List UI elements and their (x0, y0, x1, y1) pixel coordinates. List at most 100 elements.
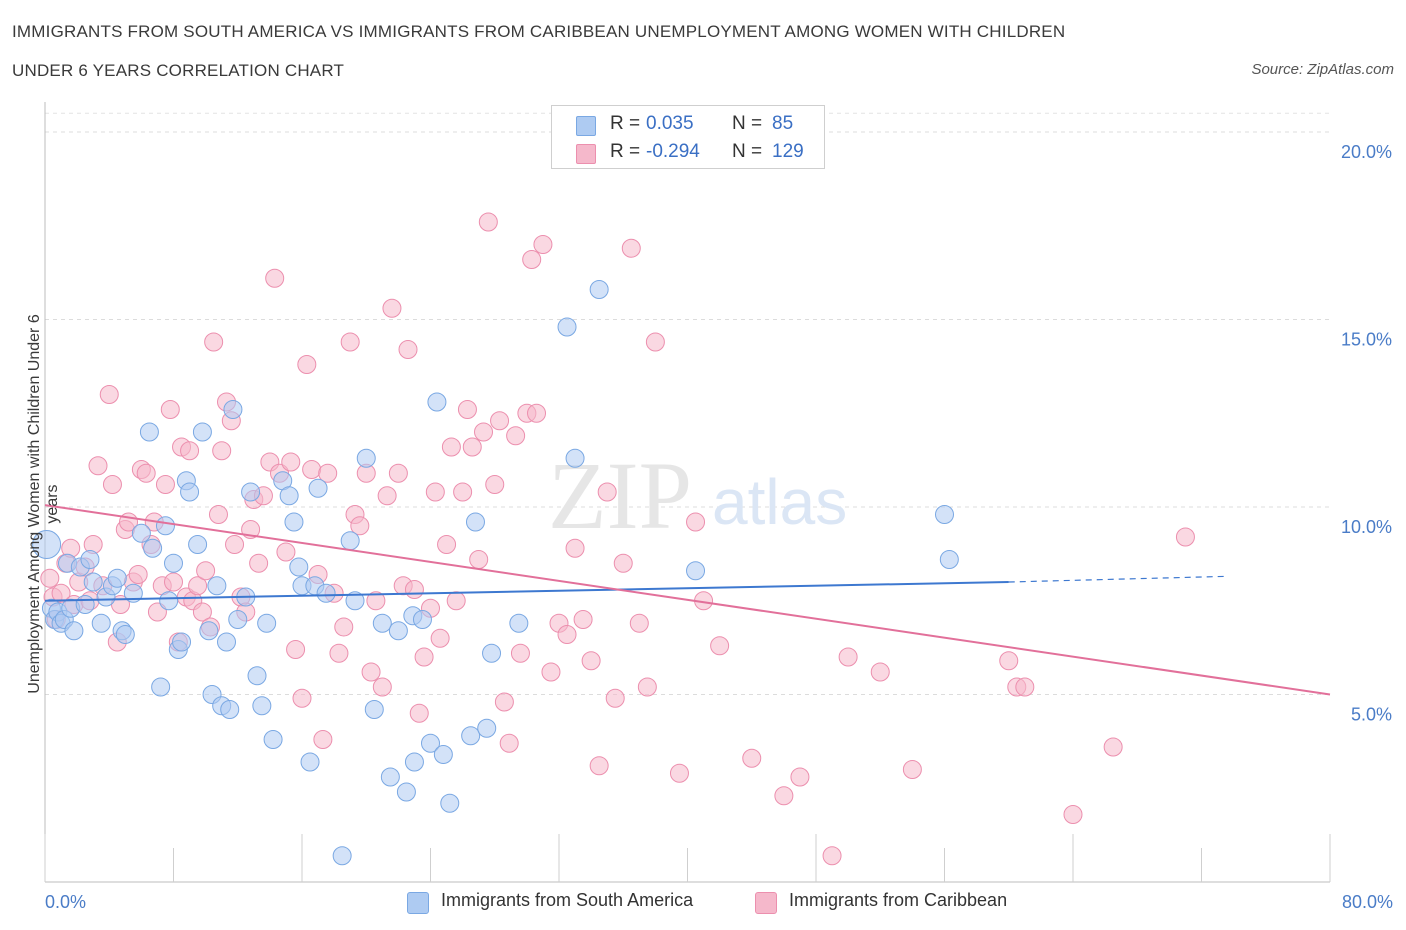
point-south-america (91, 613, 111, 633)
point-south-america (172, 632, 192, 652)
point-south-america (159, 591, 179, 611)
point-caribbean (605, 688, 625, 708)
point-south-america (316, 583, 336, 603)
point-caribbean (453, 482, 473, 502)
point-caribbean (292, 688, 312, 708)
point-south-america (252, 696, 272, 716)
point-caribbean (147, 602, 167, 622)
point-south-america (440, 793, 460, 813)
point-caribbean (265, 268, 285, 288)
point-caribbean (276, 542, 296, 562)
point-south-america (223, 400, 243, 419)
point-south-america (686, 561, 706, 581)
point-south-america (482, 643, 502, 663)
point-caribbean (196, 561, 216, 581)
point-caribbean (870, 662, 890, 682)
point-south-america (207, 576, 227, 596)
point-caribbean (527, 403, 547, 423)
point-caribbean (361, 662, 381, 682)
point-south-america (935, 505, 954, 524)
point-caribbean (286, 640, 306, 659)
point-caribbean (437, 535, 457, 554)
point-caribbean (128, 565, 148, 584)
point-caribbean (686, 512, 706, 532)
point-south-america (192, 422, 212, 442)
point-south-america (115, 625, 135, 644)
point-caribbean (99, 385, 119, 404)
point-caribbean (208, 505, 228, 524)
point-caribbean (645, 332, 665, 352)
point-caribbean (1063, 805, 1083, 824)
point-caribbean (822, 846, 842, 866)
legend-n-label: N = (732, 113, 763, 134)
point-caribbean (469, 550, 489, 569)
point-caribbean (136, 463, 156, 483)
point-caribbean (164, 572, 183, 592)
point-south-america (421, 733, 440, 753)
point-south-america (461, 726, 481, 746)
point-caribbean (441, 437, 461, 457)
point-south-america (404, 752, 424, 772)
series-label-caribbean: Immigrants from Caribbean (789, 890, 1008, 910)
point-south-america (509, 613, 529, 633)
point-caribbean (313, 730, 333, 749)
legend-r-label: R = (610, 141, 641, 162)
point-caribbean (409, 703, 429, 723)
point-caribbean (425, 482, 445, 502)
legend-swatch-south-america (576, 116, 596, 136)
y-tick-label: 20.0% (1341, 142, 1392, 162)
point-south-america (396, 782, 416, 802)
point-caribbean (589, 756, 609, 776)
point-south-america (340, 531, 360, 551)
point-caribbean (180, 441, 200, 461)
point-south-america (164, 553, 183, 573)
point-caribbean (225, 535, 245, 554)
watermark-atlas: atlas (712, 466, 847, 538)
point-caribbean (404, 580, 424, 599)
point-south-america (427, 392, 447, 412)
point-south-america (123, 583, 143, 603)
trendline-south-america-extension (1008, 575, 1226, 583)
point-caribbean (372, 677, 392, 697)
point-caribbean (613, 553, 633, 573)
point-south-america (220, 700, 240, 719)
point-caribbean (388, 463, 408, 483)
legend-swatch-caribbean (576, 144, 596, 164)
y-tick-label: 10.0% (1341, 517, 1392, 537)
point-south-america (188, 535, 208, 554)
point-caribbean (377, 486, 397, 506)
point-south-america (939, 550, 959, 569)
point-caribbean (478, 212, 498, 232)
point-south-america (356, 448, 376, 468)
series-swatch-south-america (407, 892, 429, 914)
point-caribbean (494, 692, 514, 712)
point-south-america (412, 610, 432, 629)
point-south-america (241, 482, 261, 502)
point-caribbean (637, 677, 657, 697)
point-south-america (155, 516, 175, 536)
point-south-america (465, 512, 485, 532)
point-caribbean (581, 651, 601, 671)
point-caribbean (621, 238, 641, 258)
point-caribbean (1103, 737, 1123, 757)
correlation-legend: R = 0.035 N = 85 R = -0.294 N = 129 (551, 105, 825, 169)
legend-n-value: 129 (772, 141, 804, 162)
point-caribbean (1015, 677, 1035, 697)
point-caribbean (51, 583, 71, 603)
point-south-america (284, 512, 304, 532)
point-south-america (380, 767, 400, 787)
point-south-america (308, 478, 328, 498)
point-caribbean (318, 463, 338, 483)
legend-r-value: 0.035 (646, 113, 694, 134)
legend-r-value: -0.294 (646, 141, 700, 162)
point-south-america (32, 530, 62, 559)
point-south-america (228, 610, 248, 629)
point-caribbean (281, 452, 301, 472)
x-tick-label: 80.0% (1342, 892, 1393, 912)
point-caribbean (565, 538, 585, 558)
point-south-america (565, 448, 585, 468)
point-caribbean (999, 651, 1019, 671)
chart-subtitle: UNDER 6 YEARS CORRELATION CHART (12, 61, 345, 80)
point-south-america (279, 486, 299, 506)
point-caribbean (40, 568, 60, 588)
